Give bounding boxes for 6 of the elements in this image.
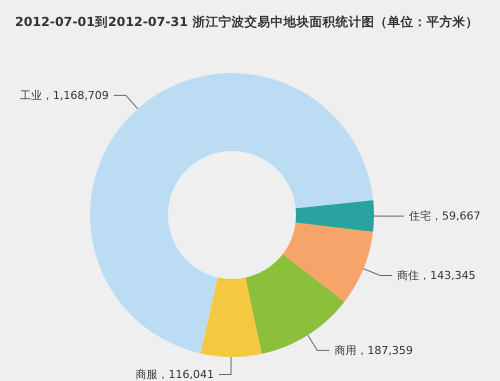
slice-label: 工业，1,168,709 [20,88,109,102]
chart-title: 2012-07-01到2012-07-31 浙江宁波交易中地块面积统计图（单位：平方米） [15,14,478,29]
slice-label: 住宅，59,667 [408,210,480,223]
slice-label: 商服，116,041 [135,368,214,381]
slice-label: 商用，187,359 [334,344,413,357]
slice-label: 商住，143,345 [397,269,476,282]
